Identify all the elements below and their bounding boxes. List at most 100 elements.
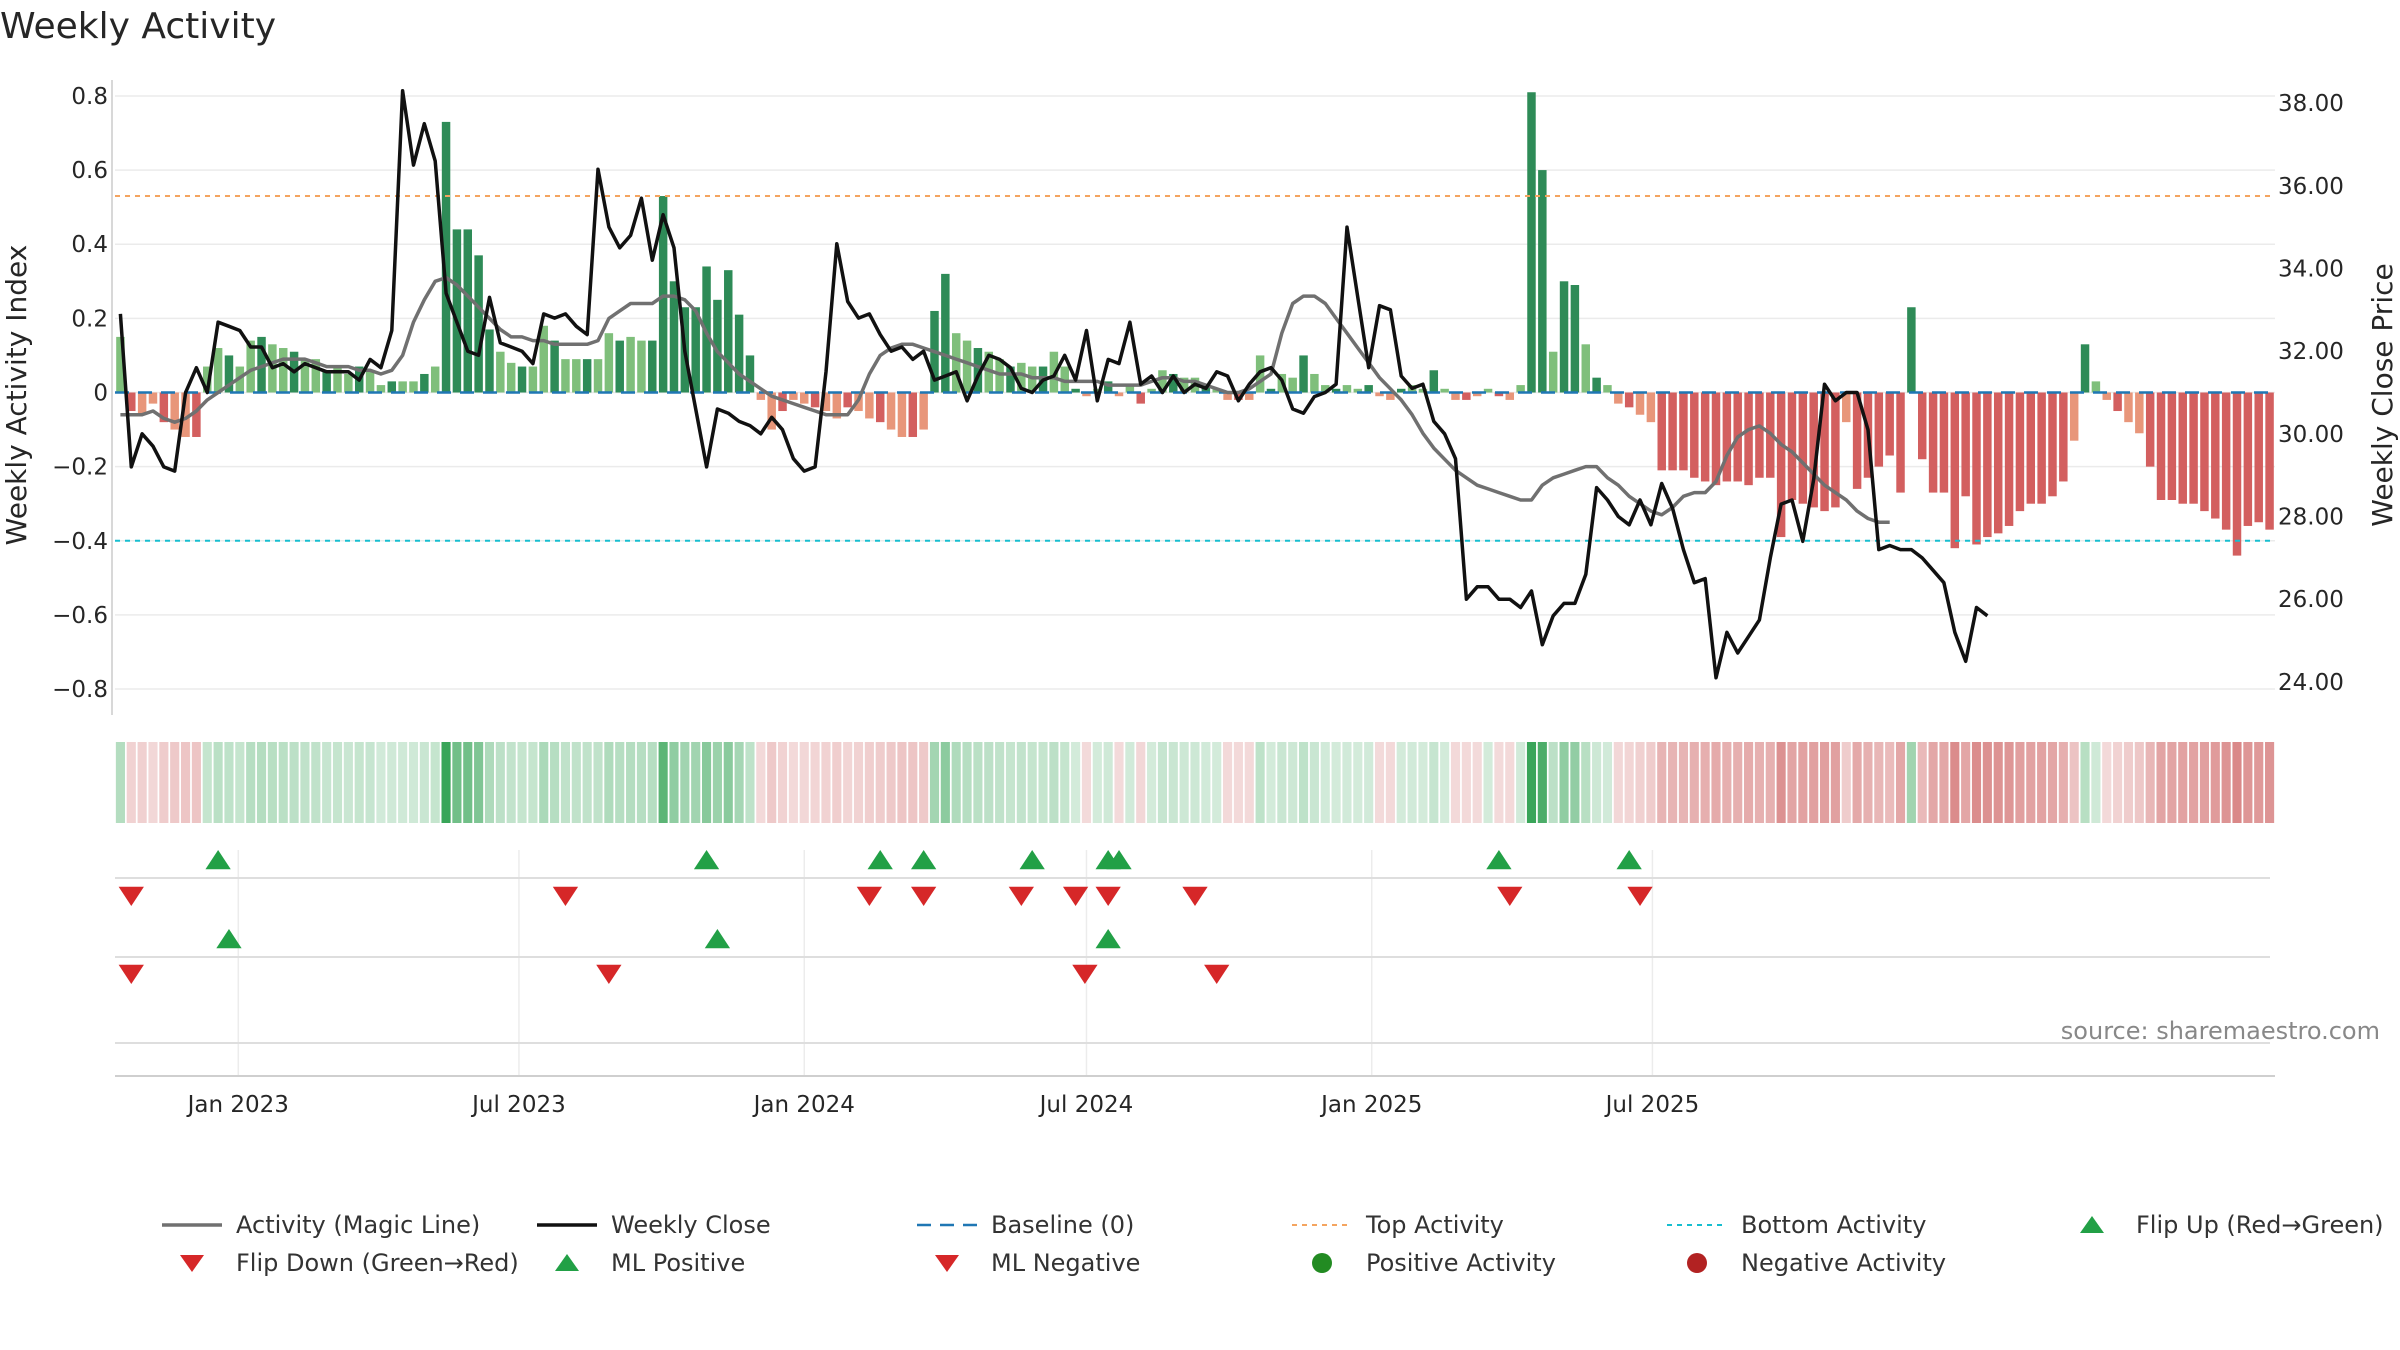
flip-up-marker [1106, 850, 1132, 870]
strip-cell [1917, 742, 1927, 823]
activity-bar [1614, 392, 1623, 404]
activity-bar [1082, 392, 1091, 397]
strip-cell [474, 742, 484, 823]
activity-bar [148, 392, 158, 404]
activity-bar [1874, 392, 1884, 467]
activity-bar [2178, 392, 2187, 504]
activity-bar [1961, 392, 1970, 497]
strip-cell [2015, 742, 2025, 823]
activity-bar [279, 348, 288, 393]
activity-bar [1147, 388, 1156, 393]
activity-bar [1548, 351, 1558, 393]
activity-bar [409, 381, 418, 393]
strip-cell [2058, 742, 2068, 823]
activity-bar [1321, 385, 1330, 393]
strip-cell [1385, 742, 1395, 823]
legend-item-weekly-close: Weekly Close [535, 1207, 771, 1243]
activity-bar [1136, 392, 1145, 404]
activity-bar [582, 359, 592, 393]
legend-label: Baseline (0) [991, 1211, 1135, 1239]
strip-cell [604, 742, 614, 823]
legend-swatch [1687, 1253, 1707, 1273]
activity-bar [1635, 392, 1645, 415]
activity-bar [1462, 392, 1471, 400]
strip-cell [2254, 742, 2264, 823]
strip-cell [1005, 742, 1016, 823]
ml-positive-marker [1095, 929, 1121, 949]
activity-bar [1939, 392, 1949, 493]
activity-bar [1353, 388, 1363, 393]
strip-cell [1971, 742, 1982, 823]
activity-bar [1711, 392, 1721, 486]
strip-cell [2026, 742, 2036, 823]
activity-bar [908, 392, 918, 437]
strip-cell [788, 742, 798, 823]
strip-cell [680, 742, 690, 823]
legend-item-baseline: Baseline (0) [915, 1207, 1134, 1243]
activity-bar [962, 340, 972, 393]
activity-bar [1755, 392, 1764, 478]
strip-cell [1635, 742, 1645, 823]
activity-bar [593, 359, 603, 393]
strip-cell [962, 742, 972, 823]
strip-cell [180, 742, 191, 823]
activity-bar [1451, 392, 1460, 400]
strip-cell [235, 742, 245, 823]
legend-label: ML Negative [991, 1249, 1141, 1277]
strip-cell [278, 742, 288, 823]
activity-bar [1071, 388, 1080, 393]
strip-cell [2243, 742, 2253, 823]
flip-down-marker [1095, 886, 1121, 906]
strip-cell [810, 742, 820, 823]
y-axis-label-right: Weekly Close Price [2366, 263, 2399, 526]
y-tick-label-right: 24.00 [2278, 670, 2344, 696]
strip-cell [137, 742, 147, 823]
activity-bar [420, 373, 429, 393]
strip-cell [1505, 742, 1515, 823]
activity-bar [1983, 392, 1992, 538]
activity-bar [615, 340, 624, 393]
strip-cell [387, 742, 397, 823]
y-tick-label-right: 30.00 [2278, 422, 2344, 448]
legend-item-negative-activity: Negative Activity [1665, 1245, 1946, 1281]
strip-cell [647, 742, 657, 823]
strip-cell [2037, 742, 2047, 823]
strip-cell [940, 742, 950, 823]
activity-bar [2254, 392, 2263, 523]
strip-cell [452, 742, 462, 823]
gridlines [115, 95, 2275, 1076]
ml-positive-marker [216, 929, 242, 949]
activity-bar [821, 392, 831, 412]
activity-bar [322, 370, 331, 393]
activity-bar [973, 348, 983, 393]
strip-cell [951, 742, 961, 823]
activity-bar [1798, 392, 1808, 504]
activity-bar [1440, 388, 1449, 393]
strip-cell [919, 742, 929, 823]
ml-negative-marker [118, 964, 144, 984]
flip-down-marker [856, 886, 883, 906]
activity-bar [365, 370, 375, 393]
strip-cell [484, 742, 495, 823]
activity-bar [1331, 388, 1341, 393]
strip-cell [864, 742, 874, 823]
activity-bar [170, 392, 179, 430]
strip-cell [712, 742, 722, 823]
activity-bar [778, 392, 787, 412]
legend-swatch [162, 1223, 222, 1227]
activity-bar [1809, 392, 1818, 508]
strip-cell [615, 742, 625, 823]
strip-cell [2178, 742, 2188, 823]
strip-cell [213, 742, 223, 823]
weekly-close-line [118, 88, 1989, 680]
activity-bar [506, 362, 516, 393]
strip-cell [734, 742, 744, 823]
activity-bar [713, 299, 722, 393]
strip-cell [267, 742, 277, 823]
strip-cell [723, 742, 733, 823]
strip-cell [202, 742, 212, 823]
strip-cell [1038, 742, 1048, 823]
activity-bar [1483, 388, 1493, 393]
strip-cell [1407, 742, 1417, 823]
strip-cell [626, 742, 636, 823]
